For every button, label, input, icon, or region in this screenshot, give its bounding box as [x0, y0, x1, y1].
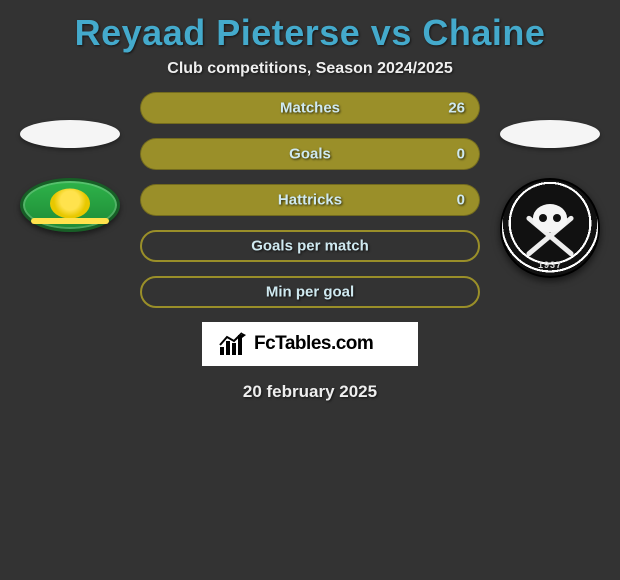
right-team-badge: 1937 — [500, 178, 600, 278]
brand-text: FcTables.com — [254, 333, 373, 355]
stats-bars: Matches 26 Goals 0 Hattricks 0 Goals per match… — [140, 92, 480, 308]
right-team-year: 1937 — [538, 260, 562, 270]
brand-chart-icon — [218, 331, 248, 357]
right-player-column: 1937 — [490, 120, 610, 278]
stat-row: Hattricks 0 — [140, 184, 480, 216]
stat-label: Goals — [289, 146, 331, 163]
stat-value: 0 — [457, 146, 465, 163]
left-team-badge — [20, 178, 120, 232]
left-player-column — [10, 120, 130, 232]
stat-row: Goals 0 — [140, 138, 480, 170]
brand-box: FcTables.com — [202, 322, 418, 366]
page-title: Reyaad Pieterse vs Chaine — [0, 0, 620, 58]
stat-label: Goals per match — [251, 238, 369, 255]
stat-row: Goals per match — [140, 230, 480, 262]
left-player-avatar-placeholder — [20, 120, 120, 148]
stat-row: Matches 26 — [140, 92, 480, 124]
stat-value: 26 — [448, 100, 465, 117]
right-player-avatar-placeholder — [500, 120, 600, 148]
page-subtitle: Club competitions, Season 2024/2025 — [0, 58, 620, 92]
stat-label: Hattricks — [278, 192, 342, 209]
date-label: 20 february 2025 — [0, 366, 620, 418]
stat-label: Min per goal — [266, 284, 354, 301]
stat-label: Matches — [280, 100, 340, 117]
stat-value: 0 — [457, 192, 465, 209]
stat-row: Min per goal — [140, 276, 480, 308]
